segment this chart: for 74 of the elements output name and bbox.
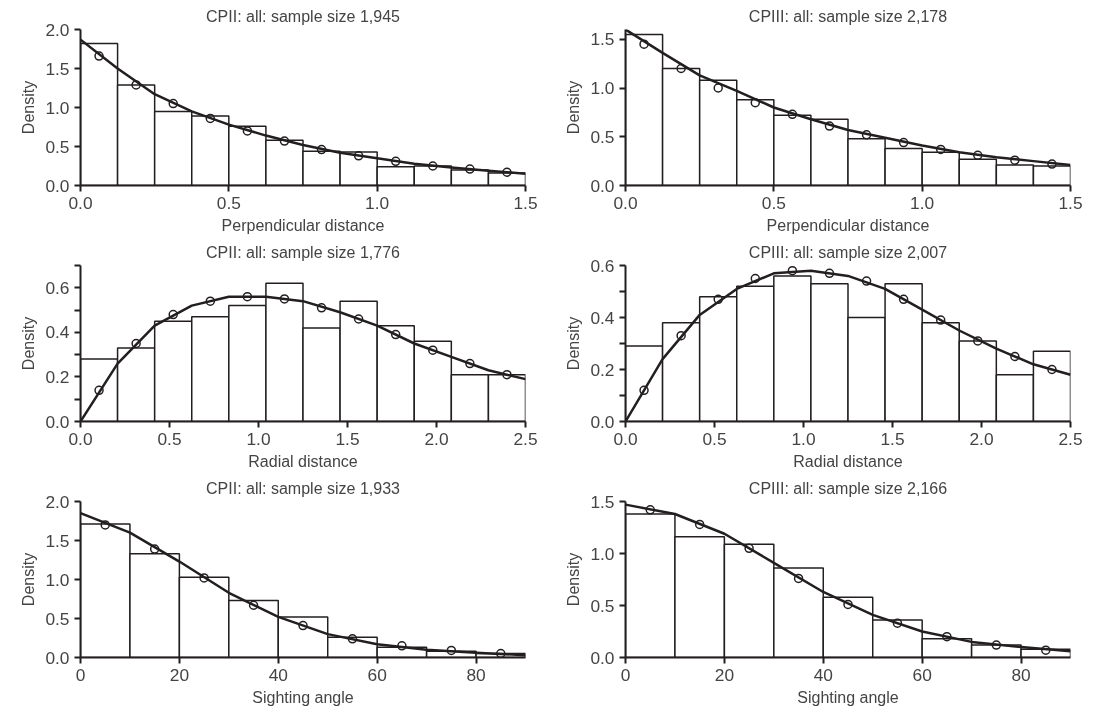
y-axis-title: Density [565, 316, 583, 371]
y-tick-label: 0.0 [590, 647, 615, 668]
x-axis-title: Sighting angle [252, 688, 354, 706]
y-tick-label: 2.0 [45, 19, 70, 40]
x-tick-label: 0.0 [68, 192, 93, 213]
x-tick-label: 1.5 [335, 428, 360, 449]
x-tick-label: 1.5 [880, 428, 905, 449]
x-tick-label: 0 [75, 664, 86, 685]
chart-title: CPII: all: sample size 1,933 [206, 479, 401, 497]
x-tick-label: 1.5 [1058, 192, 1083, 213]
y-tick-label: 1.0 [590, 78, 615, 98]
x-axis-title: Perpendicular distance [766, 216, 930, 234]
y-axis-title: Density [565, 552, 583, 607]
x-tick-label: 2.5 [513, 428, 538, 449]
y-tick-label: 0.5 [590, 595, 615, 616]
x-tick-label: 2.5 [1058, 428, 1083, 449]
x-tick-label: 0 [620, 664, 631, 685]
x-tick-label: 0.5 [702, 428, 727, 449]
y-tick-label: 1.5 [45, 58, 70, 79]
y-tick-label: 0.0 [45, 411, 70, 432]
x-tick-label: 20 [714, 664, 735, 685]
x-tick-label: 0.5 [761, 192, 786, 213]
x-axis-title: Radial distance [793, 452, 903, 470]
chart-title: CPII: all: sample size 1,776 [206, 243, 401, 261]
y-tick-label: 0.0 [590, 175, 615, 196]
y-tick-label: 1.5 [590, 29, 615, 50]
x-axis-title: Radial distance [248, 452, 358, 470]
x-axis-title: Sighting angle [797, 688, 899, 706]
y-axis-title: Density [20, 316, 38, 371]
y-tick-label: 0.4 [45, 322, 70, 343]
y-tick-label: 0.6 [45, 277, 70, 298]
chart-title: CPII: all: sample size 1,945 [206, 7, 401, 25]
x-tick-label: 0.5 [216, 192, 241, 213]
y-tick-label: 1.0 [590, 543, 615, 564]
y-tick-label: 0.4 [590, 307, 615, 328]
x-tick-label: 1.0 [910, 192, 935, 213]
x-axis-title: Perpendicular distance [221, 216, 385, 234]
y-tick-label: 1.5 [45, 530, 70, 551]
y-axis-title: Density [20, 80, 38, 135]
chart-title: CPIII: all: sample size 2,166 [748, 479, 948, 497]
y-tick-label: 0.6 [590, 255, 615, 276]
x-tick-label: 1.0 [365, 192, 390, 213]
y-tick-label: 0.2 [590, 359, 615, 380]
x-tick-label: 0.0 [613, 428, 638, 449]
x-tick-label: 80 [466, 664, 486, 685]
chart-title: CPIII: all: sample size 2,007 [748, 243, 948, 261]
x-tick-label: 20 [169, 664, 190, 685]
x-tick-label: 80 [1011, 664, 1031, 685]
y-tick-label: 1.5 [590, 491, 615, 512]
y-tick-label: 0.0 [45, 647, 70, 668]
x-tick-label: 60 [367, 664, 387, 685]
y-tick-label: 0.0 [590, 411, 615, 432]
y-axis-title: Density [565, 80, 583, 135]
x-tick-label: 40 [813, 664, 833, 685]
chart-title: CPIII: all: sample size 2,178 [748, 7, 948, 25]
x-tick-label: 2.0 [424, 428, 449, 449]
x-tick-label: 2.0 [969, 428, 994, 449]
y-tick-label: 1.0 [45, 569, 70, 590]
y-tick-label: 1.0 [45, 97, 70, 118]
x-tick-label: 1.0 [791, 428, 816, 449]
x-tick-label: 0.5 [157, 428, 182, 449]
y-axis-title: Density [20, 552, 38, 607]
x-tick-label: 0.0 [68, 428, 93, 449]
y-tick-label: 0.5 [45, 608, 70, 629]
x-tick-label: 40 [268, 664, 288, 685]
x-tick-label: 0.0 [613, 192, 638, 213]
y-tick-label: 0.5 [590, 126, 615, 147]
x-tick-label: 60 [912, 664, 932, 685]
y-tick-label: 0.0 [45, 175, 70, 196]
y-tick-label: 2.0 [45, 491, 70, 512]
y-tick-label: 0.2 [45, 366, 70, 387]
x-tick-label: 1.5 [513, 192, 538, 213]
x-tick-label: 1.0 [246, 428, 271, 449]
y-tick-label: 0.5 [45, 136, 70, 157]
